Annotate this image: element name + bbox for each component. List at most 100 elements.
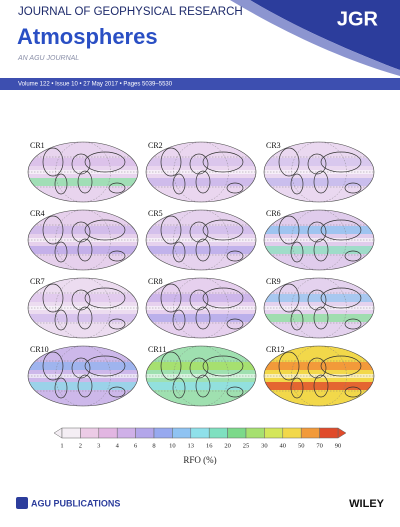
colorbar-segment <box>190 427 210 439</box>
continent <box>226 318 244 330</box>
map-band <box>264 158 374 166</box>
map-band <box>146 314 256 322</box>
meridian <box>55 346 111 406</box>
map-outline <box>263 345 375 407</box>
map <box>146 210 256 270</box>
continent <box>313 374 329 398</box>
map-label: CR1 <box>30 141 45 150</box>
map <box>28 210 138 270</box>
corner-swoosh-light <box>230 0 400 76</box>
colorbar-tick-label: 25 <box>243 442 250 449</box>
continent <box>278 351 300 381</box>
section-title: Atmospheres <box>17 24 158 49</box>
continent <box>84 151 126 173</box>
continent <box>71 221 91 243</box>
continent <box>77 238 93 262</box>
map-label: CR5 <box>148 209 163 218</box>
colorbar-segment <box>153 427 173 439</box>
map-outline <box>145 141 257 203</box>
meridian <box>291 278 347 338</box>
colorbar-segment <box>98 427 118 439</box>
colorbar-tick-label: 13 <box>188 442 195 449</box>
continent <box>84 355 126 377</box>
colorbar-end-right <box>337 427 347 439</box>
continent <box>195 306 211 330</box>
map-outline <box>263 141 375 203</box>
map-outline <box>27 209 139 271</box>
continent <box>290 309 304 331</box>
colorbar-tick-label: 40 <box>280 442 287 449</box>
map-band <box>264 226 374 234</box>
colorbar-segment <box>319 427 339 439</box>
meridian <box>55 142 111 202</box>
continent <box>278 215 300 245</box>
colorbar-segment <box>135 427 155 439</box>
continent <box>320 287 362 309</box>
map-label: CR8 <box>148 277 163 286</box>
continent <box>278 147 300 177</box>
map-label: CR3 <box>266 141 281 150</box>
continent <box>71 357 91 379</box>
meridian <box>55 210 111 270</box>
map <box>264 142 374 202</box>
meridian <box>173 210 229 270</box>
colorbar-tick-label: 1 <box>60 442 63 449</box>
colorbar-segment <box>245 427 265 439</box>
map-outline <box>145 345 257 407</box>
colorbar-tick-label: 3 <box>97 442 100 449</box>
continent <box>313 170 329 194</box>
continent <box>160 215 182 245</box>
map <box>264 210 374 270</box>
meridian <box>291 142 347 202</box>
colorbar-tick-label: 50 <box>298 442 305 449</box>
continent <box>189 153 209 175</box>
map-outline <box>27 277 139 339</box>
continent <box>320 151 362 173</box>
map-band <box>146 246 256 254</box>
continent <box>54 377 68 399</box>
imprint: WILEY <box>349 498 384 510</box>
continent <box>313 306 329 330</box>
map-label: CR10 <box>30 345 49 354</box>
map-band <box>28 294 138 302</box>
continent <box>195 374 211 398</box>
map-outline <box>263 209 375 271</box>
map <box>28 278 138 338</box>
continent <box>54 309 68 331</box>
corner-swoosh <box>250 0 400 70</box>
colorbar-tick-label: 30 <box>261 442 268 449</box>
map-outline <box>145 209 257 271</box>
continent <box>71 289 91 311</box>
map-band <box>264 246 374 254</box>
colorbar-tick-label: 70 <box>316 442 323 449</box>
continent <box>307 153 327 175</box>
continent <box>307 357 327 379</box>
map-band <box>264 314 374 322</box>
map-label: CR2 <box>148 141 163 150</box>
map-band <box>28 178 138 186</box>
continent <box>108 250 126 262</box>
map <box>146 346 256 406</box>
map-label: CR4 <box>30 209 45 218</box>
continent <box>54 173 68 195</box>
colorbar-tick-label: 90 <box>335 442 342 449</box>
continent <box>172 241 186 263</box>
continent <box>202 219 244 241</box>
map-band <box>264 294 374 302</box>
map <box>264 346 374 406</box>
map-band <box>28 382 138 390</box>
colorbar-segment <box>300 427 320 439</box>
continent <box>195 170 211 194</box>
map-band <box>146 382 256 390</box>
meridian <box>173 346 229 406</box>
map-band <box>146 294 256 302</box>
map-band <box>28 158 138 166</box>
map <box>146 142 256 202</box>
issue-info: Volume 122 • Issue 10 • 27 May 2017 • Pa… <box>18 82 173 88</box>
journal-name: JOURNAL OF GEOPHYSICAL RESEARCH <box>18 6 243 18</box>
continent <box>160 283 182 313</box>
meridian <box>173 142 229 202</box>
colorbar-tick-label: 4 <box>116 442 120 449</box>
